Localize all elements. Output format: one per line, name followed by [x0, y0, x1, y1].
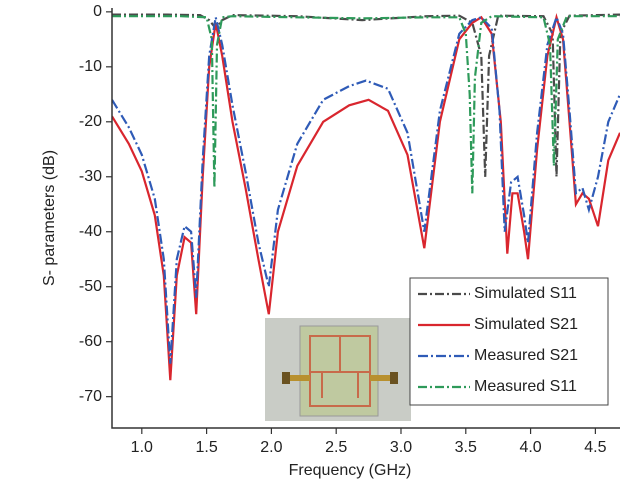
legend	[409, 277, 609, 406]
legend-label: Simulated S21	[474, 316, 578, 333]
x-tick-label: 3.5	[455, 439, 477, 456]
y-axis-label: S- parameters (dB)	[41, 150, 58, 286]
y-tick-label: -30	[79, 168, 102, 185]
legend-label: Measured S21	[474, 347, 578, 364]
y-tick-label: -70	[79, 388, 102, 405]
y-tick-label: -20	[79, 113, 102, 130]
series-line	[112, 13, 620, 177]
series-line	[112, 13, 620, 381]
y-tick-label: -60	[79, 333, 102, 350]
legend-label: Simulated S11	[474, 285, 577, 302]
y-tick-label: -40	[79, 223, 102, 240]
inset-photo	[265, 318, 411, 421]
series-line	[112, 15, 620, 194]
axes	[111, 8, 620, 429]
series-line	[112, 14, 620, 364]
y-tick-label: -10	[79, 58, 102, 75]
y-tick-label: 0	[93, 3, 102, 20]
x-tick-label: 1.5	[195, 439, 217, 456]
x-tick-label: 4.5	[584, 439, 606, 456]
plot-area	[112, 13, 620, 381]
x-tick-label: 3.0	[390, 439, 412, 456]
x-tick-label: 2.5	[325, 439, 347, 456]
y-tick-label: -50	[79, 278, 102, 295]
legend-label: Measured S11	[474, 378, 577, 395]
x-tick-label: 4.0	[519, 439, 541, 456]
x-axis-label: Frequency (GHz)	[289, 462, 412, 479]
x-tick-label: 2.0	[260, 439, 282, 456]
x-tick-label: 1.0	[131, 439, 153, 456]
